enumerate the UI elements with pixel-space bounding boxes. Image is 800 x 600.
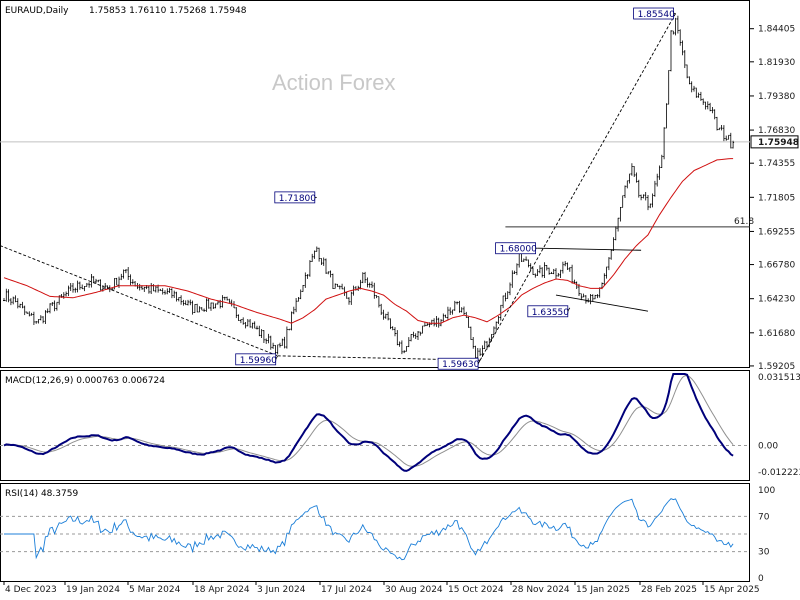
main-y-tick-label: 1.66780 <box>758 261 795 271</box>
last-price-tag <box>750 135 799 149</box>
price-annotation-label: 1.68000 <box>500 245 537 255</box>
x-tick-label: 15 Jan 2025 <box>576 585 630 595</box>
macd-y-tick-label: -0.012223 <box>758 468 800 478</box>
ohlc-header: 1.75853 1.76110 1.75268 1.75948 <box>89 6 247 16</box>
trend-line-dashed <box>277 355 481 361</box>
macd-panel-frame <box>0 370 750 481</box>
main-lines-group <box>0 13 734 361</box>
price-annotation-label: 1.71800 <box>279 194 316 204</box>
macd-lines-group <box>3 373 734 472</box>
main-y-tick-label: 1.79380 <box>758 92 795 102</box>
x-tick-label: 19 Jan 2024 <box>66 585 120 595</box>
macd-panel: MACD(12,26,9) 0.000763 0.006724 0.031513… <box>0 370 800 481</box>
main-y-tick-label: 1.69255 <box>758 227 795 237</box>
macd-y-axis: 0.031513 0.00 -0.012223 <box>758 373 800 478</box>
trend-line-dashed <box>479 13 676 361</box>
x-tick-label: 3 Jun 2024 <box>257 585 306 595</box>
rsi-panel: RSI(14) 48.3759 100 70 30 0 <box>0 483 775 584</box>
price-annotation-label: 1.85540 <box>638 10 675 20</box>
rsi-y-tick-label: 100 <box>758 486 775 496</box>
main-y-tick-label: 1.64230 <box>758 295 795 305</box>
x-tick-label: 18 Apr 2024 <box>194 585 250 595</box>
main-y-tick-label: 1.76830 <box>758 126 795 136</box>
macd-y-tick-label: 0.031513 <box>758 373 800 383</box>
main-y-tick-label: 1.81930 <box>758 58 795 68</box>
rsi-y-tick-label: 0 <box>758 574 764 584</box>
fib-level-label: 61.8 <box>734 217 754 227</box>
x-tick-label: 5 Mar 2024 <box>129 585 181 595</box>
annotation-leader <box>477 360 481 364</box>
main-y-tick-label: 1.61680 <box>758 329 795 339</box>
macd-y-tick-label: 0.00 <box>758 442 778 452</box>
rsi-y-tick-label: 70 <box>758 512 770 522</box>
rsi-y-tick-label: 30 <box>758 548 770 558</box>
x-tick-label: 15 Apr 2025 <box>704 585 760 595</box>
rsi-panel-frame <box>0 483 750 582</box>
x-tick-label: 28 Nov 2024 <box>512 585 570 595</box>
channel-line <box>537 247 642 251</box>
rsi-levels <box>0 515 750 553</box>
main-panel-frame <box>0 0 750 368</box>
price-annotation-label: 1.59960 <box>240 356 277 366</box>
annotation-leader <box>275 355 279 360</box>
main-y-tick-label: 1.59205 <box>758 362 795 372</box>
rsi-line-group <box>4 498 734 561</box>
rsi-line <box>4 498 734 561</box>
annotation-leader <box>567 307 571 312</box>
main-gridlines: 61.8 <box>0 141 754 228</box>
x-tick-label: 15 Oct 2024 <box>448 585 504 595</box>
rsi-label: RSI(14) 48.3759 <box>5 489 78 499</box>
rsi-y-axis: 100 70 30 0 <box>758 486 775 584</box>
price-annotation-label: 1.63550 <box>532 308 569 318</box>
x-tick-label: 4 Dec 2023 <box>5 585 57 595</box>
price-annotation-label: 1.59630 <box>442 360 479 370</box>
annotations-group: 1.85540 1.71800 1.68000 1.63550 1.59960 1.596… <box>235 7 676 370</box>
channel-line <box>555 294 649 312</box>
macd-label: MACD(12,26,9) 0.000763 0.006724 <box>5 376 165 386</box>
chart-title: EURAUD,Daily <box>5 6 69 16</box>
last-price-label: 1.75948 <box>758 138 799 148</box>
main-y-tick-label: 1.84405 <box>758 25 795 35</box>
x-tick-label: 28 Feb 2025 <box>641 585 697 595</box>
x-tick-label: 30 Aug 2024 <box>385 585 443 595</box>
x-tick-label: 17 Jul 2024 <box>321 585 372 595</box>
main-y-tick-label: 1.71805 <box>758 193 795 203</box>
main-y-tick-label: 1.74355 <box>758 159 795 169</box>
main-price-panel: Action Forex EURAUD,Daily 1.75853 1.7611… <box>0 0 799 372</box>
macd-line <box>3 373 734 472</box>
x-axis: 4 Dec 2023 19 Jan 2024 5 Mar 2024 18 Apr 20… <box>3 581 760 595</box>
main-y-axis: 1.59205 1.61680 1.64230 1.66780 1.69255 1.718… <box>750 25 799 372</box>
watermark-text: Action Forex <box>272 70 396 95</box>
moving-average-line <box>3 158 734 324</box>
